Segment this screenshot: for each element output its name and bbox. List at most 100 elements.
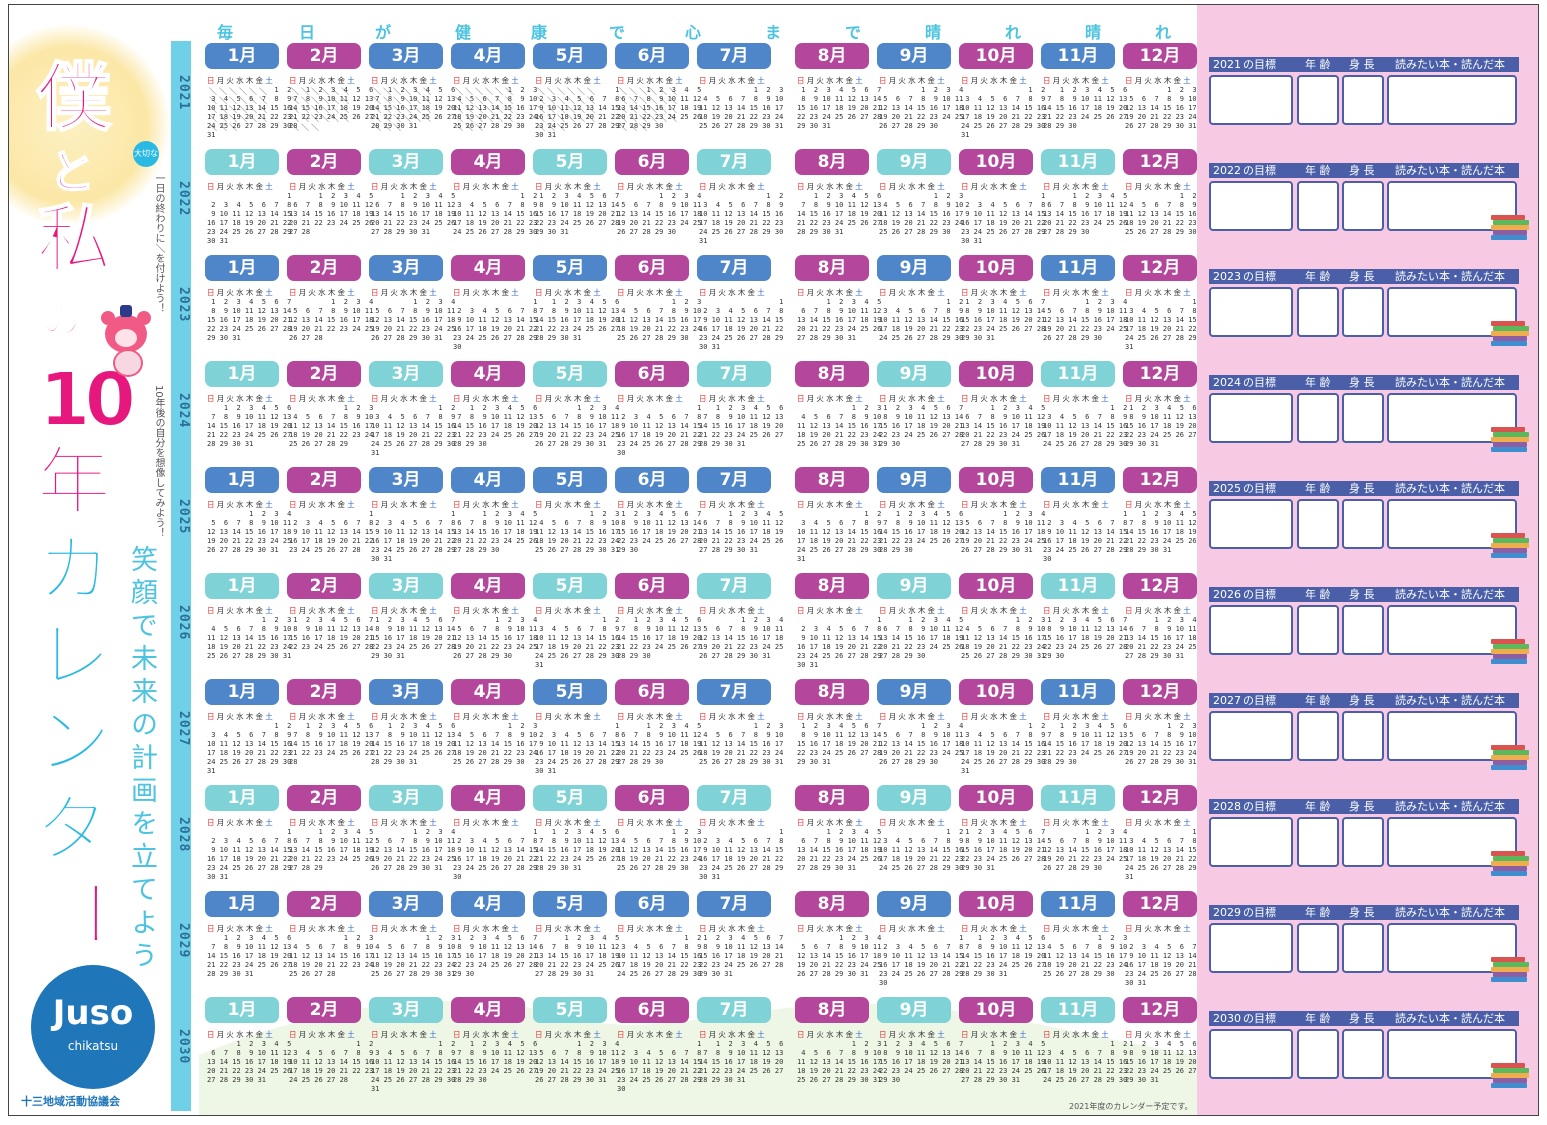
month-calendar: 9月日月火水木金土 1 2 3 4 5 6 7 8 9 10 11 12 13 … bbox=[877, 361, 963, 461]
weekday-label: 月 bbox=[708, 394, 717, 403]
weekday-label: 火 bbox=[636, 76, 644, 85]
weekday-label: 日 bbox=[961, 288, 969, 297]
month-calendar: 8月日月火水木金土 1 2 3 4 5 6 7 8 9 10 11 12 13 … bbox=[795, 785, 881, 885]
age-input[interactable] bbox=[1297, 181, 1339, 231]
weekday-header: 日月火水木金土 bbox=[1125, 499, 1193, 510]
weekday-label: 木 bbox=[245, 394, 254, 403]
month-tab: 3月 bbox=[369, 361, 443, 387]
month-calendar: 2月日月火水木金土 1 2 3 4 5 6 7 8 9 10 11 12 13 … bbox=[287, 679, 374, 779]
day-grid: 1 2 3 4 5 6 7 8 9 10 11 12 13 14 15 16 1… bbox=[617, 298, 702, 342]
month-calendar: 6月日月火水木金土 1 2 3 4 5 6 7 8 9 10 11 12 13 … bbox=[615, 891, 701, 991]
month-tab: 8月 bbox=[795, 255, 869, 281]
year-label: 2026 bbox=[176, 605, 191, 641]
height-input[interactable] bbox=[1342, 605, 1384, 655]
weekday-label: 土 bbox=[1019, 712, 1027, 721]
age-input[interactable] bbox=[1297, 287, 1339, 337]
month-tab: 9月 bbox=[877, 573, 951, 599]
weekday-label: 日 bbox=[535, 394, 543, 403]
weekday-label: 金 bbox=[1009, 500, 1018, 509]
title-char: 私 bbox=[36, 197, 112, 283]
weekday-label: 水 bbox=[908, 76, 916, 85]
weekday-label: 月 bbox=[888, 76, 897, 85]
weekday-label: 土 bbox=[593, 76, 601, 85]
check-marks: ＼＼＼＼＼＼＼＼＼＼＼＼＼＼＼＼＼＼＼＼＼＼＼＼＼＼＼ bbox=[619, 87, 679, 132]
weekday-label: 金 bbox=[665, 500, 674, 509]
goal-block: 2029 の目標 年 齢 身 長 読みたい本・読んだ本 bbox=[1209, 905, 1531, 985]
goal-input[interactable] bbox=[1209, 181, 1293, 231]
day-grid: 1 2 3 4 5 6 7 8 9 10 11 12 13 14 15 16 1… bbox=[1125, 828, 1209, 881]
height-input[interactable] bbox=[1342, 1029, 1384, 1079]
weekday-label: 木 bbox=[245, 1030, 254, 1039]
month-calendar: 8月日月火水木金土 1 2 3 4 5 6 7 8 9 10 11 12 13 … bbox=[795, 891, 881, 991]
height-input[interactable] bbox=[1342, 711, 1384, 761]
day-grid: 1 2 3 4 5 6 7 8 9 10 11 12 13 14 15 16 1… bbox=[961, 404, 1046, 448]
height-input[interactable] bbox=[1342, 287, 1384, 337]
goal-input[interactable] bbox=[1209, 393, 1293, 443]
height-input[interactable] bbox=[1342, 499, 1384, 549]
day-grid: 1 2 3 4 5 6 7 8 9 10 11 12 13 14 15 16 1… bbox=[961, 934, 1046, 978]
age-input[interactable] bbox=[1297, 923, 1339, 973]
weekday-label: 月 bbox=[544, 288, 553, 297]
day-grid: 1 2 3 4 5 6 7 8 9 10 11 12 13 14 15 16 1… bbox=[289, 722, 374, 766]
height-input[interactable] bbox=[1342, 181, 1384, 231]
goal-input[interactable] bbox=[1209, 287, 1293, 337]
age-input[interactable] bbox=[1297, 75, 1339, 125]
age-input[interactable] bbox=[1297, 499, 1339, 549]
month-tab: 8月 bbox=[795, 891, 869, 917]
weekday-label: 土 bbox=[347, 288, 355, 297]
weekday-label: 月 bbox=[970, 394, 979, 403]
weekday-label: 土 bbox=[675, 712, 683, 721]
weekday-label: 月 bbox=[626, 500, 635, 509]
age-input[interactable] bbox=[1297, 1029, 1339, 1079]
weekday-label: 金 bbox=[927, 76, 936, 85]
weekday-label: 火 bbox=[390, 1030, 398, 1039]
weekday-label: 月 bbox=[462, 288, 471, 297]
weekday-label: 金 bbox=[1091, 818, 1100, 827]
weekday-label: 水 bbox=[482, 500, 490, 509]
footnote: 2021年度のカレンダー予定です。 bbox=[1069, 1102, 1193, 1111]
weekday-label: 水 bbox=[990, 76, 998, 85]
books-input[interactable] bbox=[1387, 75, 1517, 125]
month-calendar: 1月日月火水木金土 1 2 3 4 5 6 7 8 9 10 11 12 13 … bbox=[205, 361, 291, 461]
age-input[interactable] bbox=[1297, 711, 1339, 761]
goal-input[interactable] bbox=[1209, 75, 1293, 125]
age-input[interactable] bbox=[1297, 817, 1339, 867]
goal-input[interactable] bbox=[1209, 711, 1293, 761]
weekday-header: 日月火水木金土 bbox=[453, 287, 521, 298]
weekday-label: 火 bbox=[554, 924, 562, 933]
weekday-label: 水 bbox=[236, 500, 244, 509]
age-input[interactable] bbox=[1297, 393, 1339, 443]
weekday-label: 木 bbox=[737, 76, 746, 85]
age-input[interactable] bbox=[1297, 605, 1339, 655]
weekday-label: 日 bbox=[535, 288, 543, 297]
weekday-label: 水 bbox=[728, 818, 736, 827]
weekday-label: 金 bbox=[845, 394, 854, 403]
day-grid: 1 2 3 4 5 6 7 8 9 10 11 12 13 14 15 16 1… bbox=[371, 722, 456, 766]
goal-input[interactable] bbox=[1209, 499, 1293, 549]
day-grid: 1 2 3 4 5 6 7 8 9 10 11 12 13 14 15 16 1… bbox=[535, 404, 620, 448]
month-tab: 5月 bbox=[533, 891, 607, 917]
weekday-label: 火 bbox=[1144, 712, 1152, 721]
day-grid: 1 2 3 4 5 6 7 8 9 10 11 12 13 14 15 16 1… bbox=[879, 192, 964, 236]
weekday-header: 日月火水木金土 bbox=[289, 393, 357, 404]
weekday-label: 金 bbox=[501, 712, 510, 721]
weekday-label: 月 bbox=[626, 394, 635, 403]
goal-input[interactable] bbox=[1209, 817, 1293, 867]
weekday-label: 木 bbox=[917, 76, 926, 85]
height-input[interactable] bbox=[1342, 393, 1384, 443]
height-input[interactable] bbox=[1342, 923, 1384, 973]
goal-input[interactable] bbox=[1209, 1029, 1293, 1079]
height-input[interactable] bbox=[1342, 75, 1384, 125]
weekday-label: 水 bbox=[318, 712, 326, 721]
height-input[interactable] bbox=[1342, 817, 1384, 867]
weekday-label: 金 bbox=[583, 1030, 592, 1039]
weekday-label: 木 bbox=[409, 818, 418, 827]
weekday-label: 木 bbox=[999, 712, 1008, 721]
month-tab: 4月 bbox=[451, 43, 525, 69]
books-input[interactable] bbox=[1387, 499, 1517, 549]
goal-input[interactable] bbox=[1209, 605, 1293, 655]
goal-input[interactable] bbox=[1209, 923, 1293, 973]
day-grid: 1 2 3 4 5 6 7 8 9 10 11 12 13 14 15 16 1… bbox=[289, 192, 374, 236]
day-grid: 1 2 3 4 5 6 7 8 9 10 11 12 13 14 15 16 1… bbox=[797, 510, 882, 563]
day-grid: 1 2 3 4 5 6 7 8 9 10 11 12 13 14 15 16 1… bbox=[1125, 510, 1209, 554]
